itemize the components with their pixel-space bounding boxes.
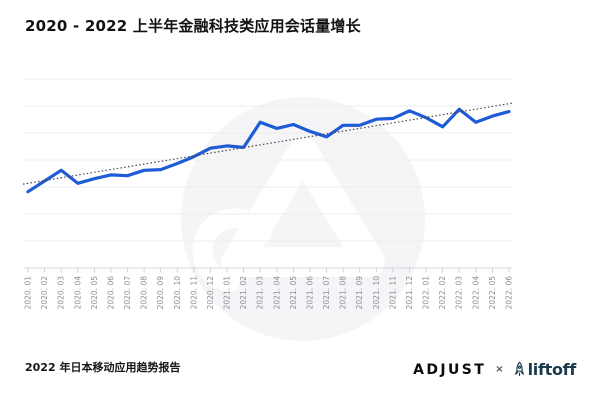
trendline	[22, 102, 513, 185]
x-axis-label: 2020. 04	[73, 276, 82, 310]
x-axis-label: 2021. 01	[223, 276, 232, 310]
x-axis-label: 2020. 02	[40, 276, 49, 310]
liftoff-logo: liftoff	[513, 361, 576, 379]
x-axis-label: 2021. 04	[272, 276, 281, 310]
x-axis-label: 2022. 06	[505, 276, 514, 310]
logo-separator: ×	[495, 364, 504, 375]
x-axis-label: 2022. 02	[438, 276, 447, 310]
x-axis-label: 2021. 10	[372, 276, 381, 310]
x-axis-label: 2021. 09	[355, 276, 364, 310]
x-axis-label: 2020. 08	[140, 276, 149, 310]
liftoff-wordmark: liftoff	[527, 360, 577, 379]
adjust-logo: ADJUST	[413, 362, 487, 378]
x-axis-label: 2020. 07	[123, 276, 132, 310]
x-axis-label: 2020. 01	[24, 276, 33, 310]
x-axis-label: 2020. 06	[106, 276, 115, 310]
sessions-line	[26, 107, 511, 194]
brand-logos: ADJUST × liftoff	[413, 358, 576, 382]
x-axis-label: 2021. 12	[405, 276, 414, 310]
x-axis-label: 2022. 03	[455, 276, 464, 310]
x-axis-label: 2020. 11	[189, 276, 198, 310]
x-axis-label: 2021. 03	[256, 276, 265, 310]
x-axis-label: 2022. 04	[471, 276, 480, 310]
x-axis-label: 2021. 08	[339, 276, 348, 310]
x-axis-label: 2022. 01	[422, 276, 431, 310]
x-axis-label: 2020. 10	[173, 276, 182, 310]
x-axis-label: 2021. 05	[289, 276, 298, 310]
x-axis-label: 2020. 12	[206, 276, 215, 310]
adjust-logo-watermark	[181, 97, 425, 341]
x-axis-label: 2020. 05	[90, 276, 99, 310]
x-axis-label: 2020. 03	[57, 276, 66, 310]
x-axis-label: 2021. 06	[305, 276, 314, 310]
chart-title: 2020 - 2022 上半年金融科技类应用会话量增长	[25, 17, 361, 35]
x-axis-label: 2020. 09	[156, 276, 165, 310]
x-axis-label: 2021. 02	[239, 276, 248, 310]
report-source-label: 2022 年日本移动应用趋势报告	[25, 361, 181, 374]
x-axis-label: 2021. 07	[322, 276, 331, 310]
x-axis-label: 2021. 11	[388, 276, 397, 310]
rocket-icon	[514, 361, 524, 377]
x-axis-label: 2022. 05	[488, 276, 497, 310]
